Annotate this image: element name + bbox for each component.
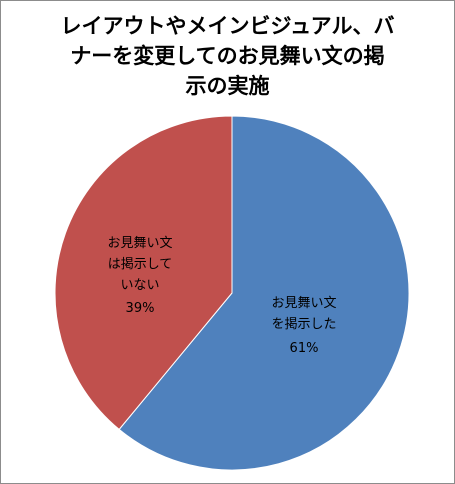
slice-label-displayed-line-2: を掲示した [271,316,336,332]
slice-percent-not-displayed: 39% [126,301,155,316]
chart-title-line-2: ナーを変更してのお見舞い文の掲 [70,44,385,68]
chart-title-line-3: 示の実施 [185,74,270,98]
slice-label-not-displayed-line-3: いない [120,278,159,293]
pie-slice-displayed [118,115,410,471]
slice-label-displayed-line-1: お見舞い文 [271,296,336,311]
pie-slice-not-displayed [54,115,233,431]
chart-title-line-1: レイアウトやメインビジュアル、バ [60,14,395,38]
chart-title: レイアウトやメインビジュアル、バ ナーを変更してのお見舞い文の掲 示の実施 [1,11,454,101]
slice-label-not-displayed-line-2: は掲示して [108,256,173,272]
slice-percent-displayed: 61% [290,341,319,356]
slice-label-not-displayed-line-1: お見舞い文 [107,236,172,251]
